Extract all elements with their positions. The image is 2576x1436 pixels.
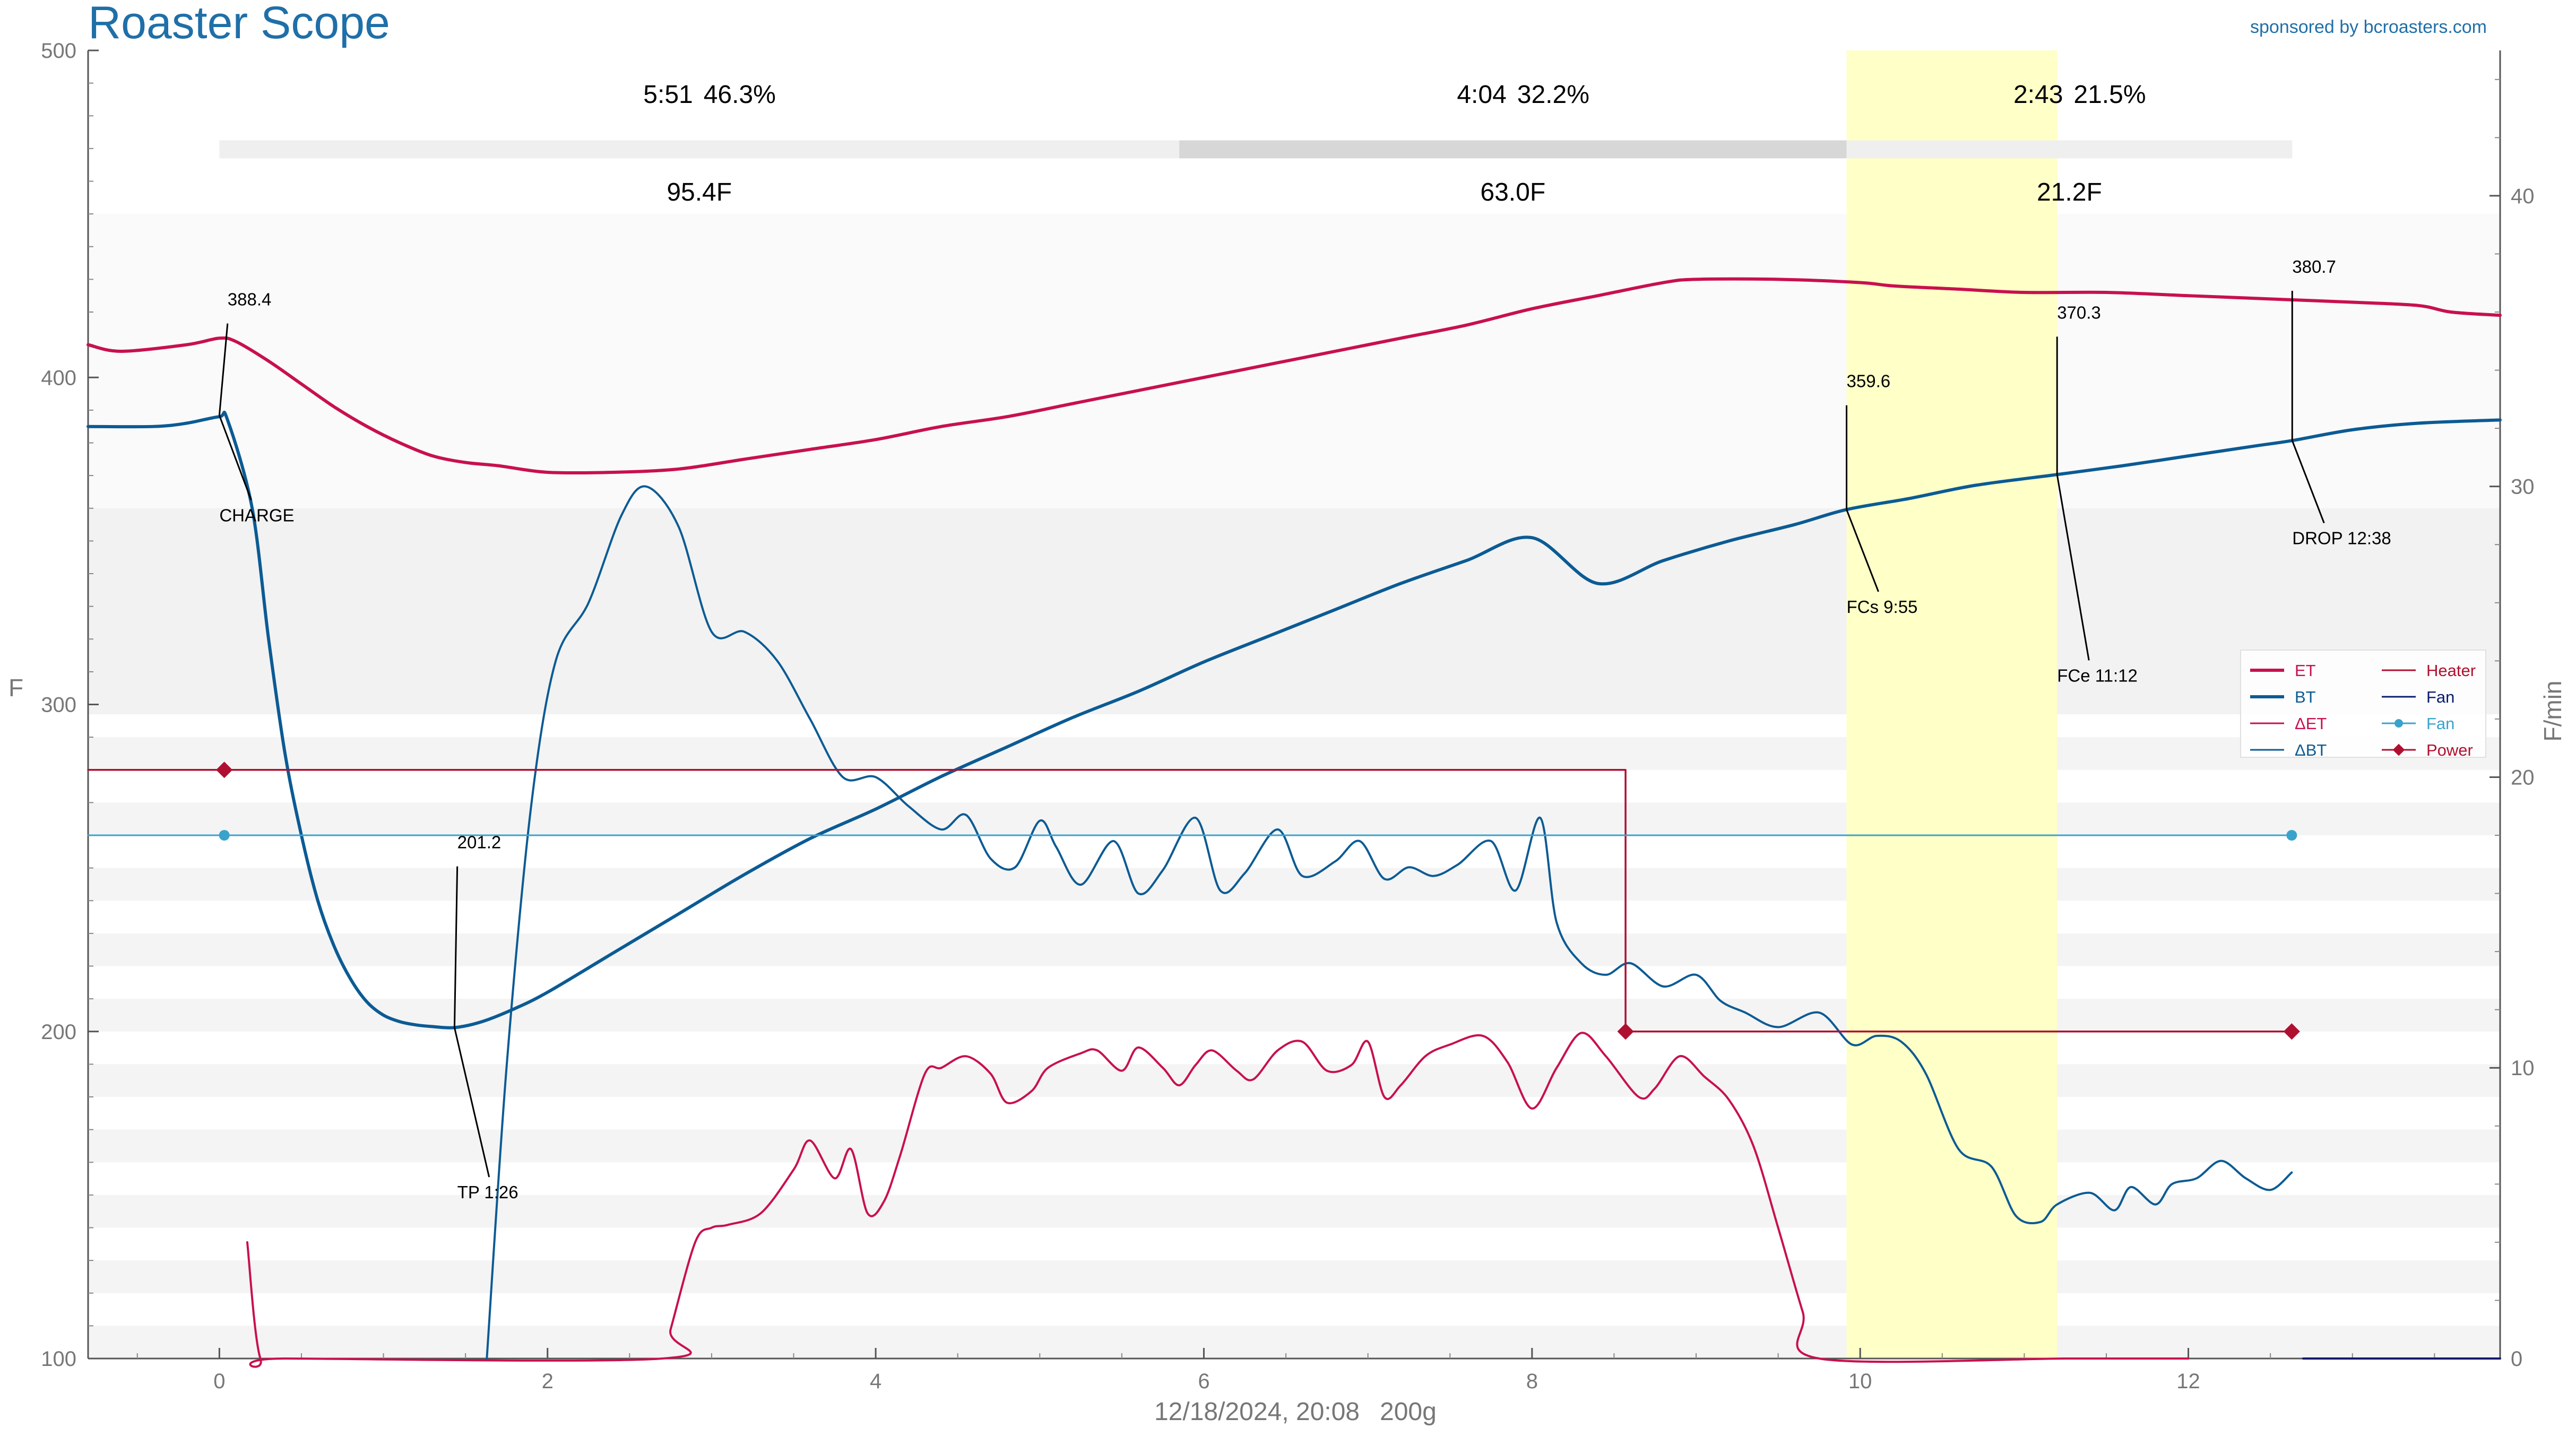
footer-weight: 200g (1380, 1398, 1437, 1426)
event-leader-top (218, 323, 229, 416)
fan-setting-marker (2286, 830, 2297, 841)
legend-marker (2395, 719, 2403, 728)
y2-tick-label: 30 (2511, 475, 2535, 499)
legend-label: Fan (2426, 714, 2454, 733)
x-tick-label: 10 (1848, 1370, 1872, 1393)
first-crack-band (1846, 50, 2058, 1359)
x-tick-label: 2 (542, 1370, 554, 1393)
phase-segment-2 (1179, 140, 1847, 159)
phase-time-3: 2:43 (2013, 81, 2063, 109)
fan-setting-marker (219, 830, 230, 841)
event-leader-top (453, 866, 459, 1028)
y-tick-label: 500 (41, 39, 76, 63)
event-leader-bottom (453, 1027, 490, 1178)
band-mid (88, 508, 2500, 714)
series-layer (87, 277, 2502, 1368)
y2-tick-label: 20 (2511, 766, 2535, 789)
legend-label: ET (2295, 661, 2316, 680)
x-tick-label: 6 (1198, 1370, 1209, 1393)
phase-rise-1: 95.4F (667, 178, 732, 206)
y2-axis-title: F/min (2539, 681, 2566, 742)
band-stripe (88, 737, 2500, 770)
power-marker (216, 762, 233, 778)
event-leader-bottom (218, 415, 252, 500)
legend-label: Power (2426, 741, 2473, 759)
y-tick-label: 300 (41, 694, 76, 717)
band-upper (88, 214, 2500, 508)
phase-segment-3 (1846, 140, 2293, 159)
event-label: FCs 9:55 (1847, 597, 1918, 617)
event-value: 201.2 (457, 833, 502, 852)
series-et-line (87, 277, 2502, 475)
band-stripe (88, 1326, 2500, 1359)
phase-rise-2: 63.0F (1480, 178, 1545, 206)
event-value: 380.7 (2292, 257, 2336, 276)
legend: ET BT ΔET ΔBT Heater Fan Fan Power (2240, 650, 2486, 759)
legend-label: Heater (2426, 661, 2476, 680)
phase-percent-1: 46.3% (704, 81, 776, 109)
power-marker (1617, 1023, 1634, 1040)
y-tick-label: 100 (41, 1347, 76, 1371)
event-leader-bottom (2056, 474, 2090, 661)
legend-label: ΔBT (2295, 741, 2327, 759)
phase-time-1: 5:51 (643, 81, 693, 109)
band-stripe (88, 1195, 2500, 1228)
phase-percent-3: 21.5% (2073, 81, 2146, 109)
y-axis-title: F (8, 674, 23, 702)
band-stripe (88, 999, 2500, 1032)
x-tick-label: 0 (213, 1370, 225, 1393)
band-stripe (88, 868, 2500, 901)
legend-label: ΔET (2295, 714, 2327, 733)
app-title: Roaster Scope (88, 0, 390, 48)
series-heater-line (87, 769, 2293, 1033)
event-label: FCe 11:12 (2057, 665, 2138, 685)
band-stripe (88, 1064, 2500, 1097)
phase-percent-2: 32.2% (1517, 81, 1589, 109)
legend-marker (2392, 743, 2405, 756)
legend-label: Fan (2426, 688, 2454, 706)
y2-tick-label: 0 (2511, 1347, 2522, 1371)
phase-segment-1 (219, 140, 1180, 159)
event-annotations: 388.4 CHARGE 201.2 TP 1:26 359.6 FCs 9:55 370.… (218, 257, 2391, 1202)
band-stripe (88, 933, 2500, 966)
y2-tick-label: 10 (2511, 1057, 2535, 1080)
event-leader-bottom (2291, 440, 2325, 524)
event-leader-bottom (1846, 509, 1879, 592)
series-delta-bt-line (486, 485, 2293, 1360)
y-tick-label: 400 (41, 366, 76, 390)
phase-bar: 5:51 46.3% 95.4F 4:04 32.2% 63.0F 2:43 21.5% 21.… (219, 81, 2293, 206)
y-tick-label: 200 (41, 1020, 76, 1044)
legend-box (2240, 650, 2486, 758)
event-value: 359.6 (1847, 371, 1891, 391)
band-stripe (88, 1129, 2500, 1163)
y2-tick-label: 40 (2511, 185, 2535, 208)
phase-rise-3: 21.2F (2037, 178, 2102, 206)
x-tick-label: 12 (2176, 1370, 2200, 1393)
event-label: TP 1:26 (457, 1182, 518, 1202)
event-value: 370.3 (2057, 302, 2101, 322)
event-label: CHARGE (219, 505, 294, 525)
legend-label: BT (2295, 688, 2316, 706)
background-bands (88, 214, 2500, 1359)
sponsor-link[interactable]: sponsored by bcroasters.com (2250, 17, 2487, 37)
event-label: DROP 12:38 (2292, 529, 2391, 548)
x-tick-label: 4 (870, 1370, 881, 1393)
band-stripe (88, 802, 2500, 835)
phase-time-2: 4:04 (1457, 81, 1506, 109)
band-stripe (88, 1260, 2500, 1293)
series-delta-et-line (246, 1032, 2190, 1368)
footer-date: 12/18/2024, 20:08 (1154, 1398, 1360, 1426)
x-tick-label: 8 (1526, 1370, 1538, 1393)
event-value: 388.4 (228, 290, 272, 309)
